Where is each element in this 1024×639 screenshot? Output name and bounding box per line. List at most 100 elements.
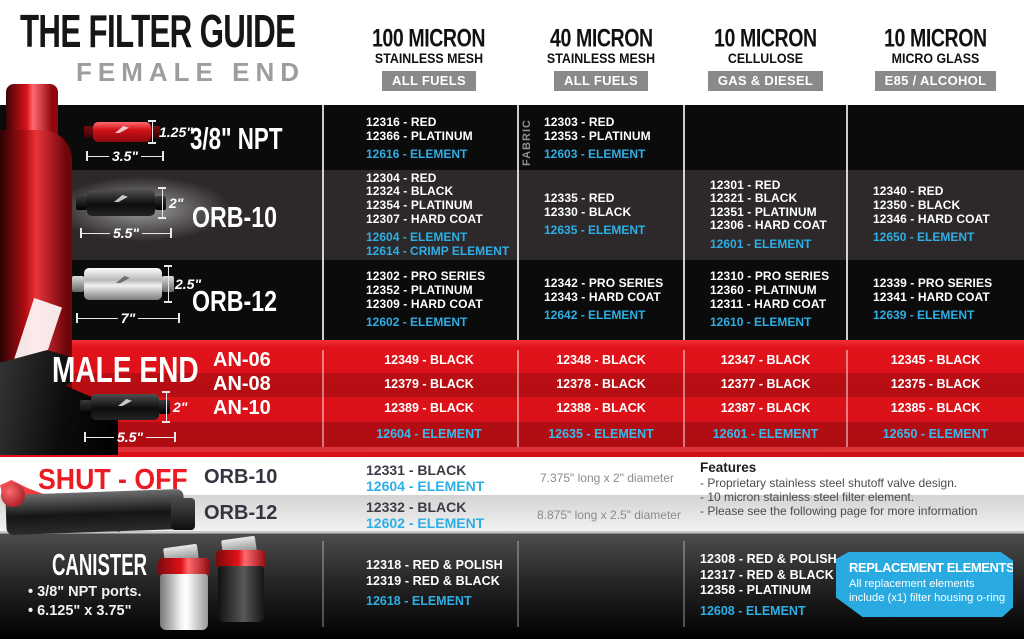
part-numbers: 12308 - RED & POLISH 12317 - RED & BLACK 1… (700, 552, 837, 597)
male-end-title: MALE END (52, 349, 199, 390)
element-number: 12604 - ELEMENT (376, 427, 482, 441)
orb12-height-dimension: 2.5" (164, 265, 201, 303)
cell-orb12-40micron: 12342 - PRO SERIES 12343 - HARD COAT 1264… (518, 263, 684, 337)
cell-orb10-40micron: 12335 - RED 12330 - BLACK 12635 - ELEMENT (518, 172, 684, 258)
part-numbers: 12316 - RED 12366 - PLATINUM (366, 115, 473, 143)
column-divider (517, 105, 519, 340)
row-label-an08: AN-08 (213, 373, 271, 395)
element-numbers: 12639 - ELEMENT (873, 308, 975, 323)
part-numbers: 12302 - PRO SERIES 12352 - PLATINUM 12309 … (366, 269, 486, 311)
part-numbers: 12339 - PRO SERIES 12341 - HARD COAT (873, 276, 993, 304)
column-divider (517, 541, 519, 627)
cell-orb12-100micron: 12302 - PRO SERIES 12352 - PLATINUM 12309 … (340, 263, 518, 337)
column-subtitle: MICRO GLASS (891, 51, 980, 66)
element-number: 12650 - ELEMENT (882, 427, 989, 441)
fuel-type-badge: E85 / ALCOHOL (874, 71, 997, 91)
part-number: 12389 - BLACK (384, 401, 474, 415)
part-number: 12345 - BLACK (890, 353, 981, 367)
features-heading: Features (700, 460, 757, 475)
cell-npt-40micron: 12303 - RED 12353 - PLATINUM 12603 - ELEM… (518, 111, 684, 167)
part-number: 12348 - BLACK (556, 353, 646, 367)
male-end-section: MALE END AN-06 AN-08 AN-10 2" 5.5" 12349… (0, 340, 1024, 452)
column-subtitle: STAINLESS MESH (374, 51, 484, 66)
part-number: 12331 - BLACK (366, 462, 467, 478)
shutoff-valve-product-photo (0, 478, 195, 536)
canister-title: CANISTER (52, 547, 148, 582)
column-header-10-micron-cellulose: 10 MICRON CELLULOSE GAS & DIESEL (684, 24, 847, 91)
cell-orb10-10micron-cellulose: 12301 - RED 12321 - BLACK 12351 - PLATINUM… (684, 172, 847, 258)
male-height-dimension: 2" (162, 391, 187, 423)
element-numbers: 12650 - ELEMENT (873, 230, 975, 245)
orb12-dimensions: 8.875" long x 2.5" diameter (537, 508, 681, 522)
an06-part-row: 12349 - BLACK 12348 - BLACK 12347 - BLAC… (340, 353, 1024, 367)
cell-orb12-10micron-glass: 12339 - PRO SERIES 12341 - HARD COAT 1263… (847, 263, 1024, 337)
an08-part-row: 12379 - BLACK 12378 - BLACK 12377 - BLAC… (340, 377, 1024, 391)
bottom-highlight-band (0, 447, 1024, 452)
cell-orb10-100micron: 12304 - RED 12324 - BLACK 12354 - PLATINUM… (340, 170, 518, 258)
part-number: 12387 - BLACK (720, 401, 811, 415)
part-numbers: 12304 - RED 12324 - BLACK 12354 - PLATINUM… (366, 170, 483, 226)
fuel-type-badge: ALL FUELS (382, 71, 476, 91)
male-filter-illustration (80, 394, 170, 420)
cell-canister-100micron: 12318 - RED & POLISH 12319 - RED & BLACK … (366, 558, 503, 610)
part-number: 12388 - BLACK (556, 401, 646, 415)
column-divider (322, 350, 324, 447)
column-divider (683, 541, 685, 627)
row-label-an06: AN-06 (213, 349, 271, 371)
callout-title: REPLACEMENT ELEMENTS (849, 560, 1015, 575)
element-numbers: 12601 - ELEMENT (710, 236, 812, 251)
section-bottom-line (0, 531, 1024, 533)
row-label-shutoff-orb12: ORB-12 (204, 502, 278, 524)
orb10-dimensions: 7.375" long x 2" diameter (540, 471, 674, 485)
cell-orb12-10micron-cellulose: 12310 - PRO SERIES 12360 - PLATINUM 12311 … (684, 263, 847, 337)
element-part-row: 12604 - ELEMENT 12635 - ELEMENT 12601 - … (340, 427, 1024, 441)
female-end-section: 3/8" NPT ORB-10 ORB-12 1.25" 3.5" 2" 5.5… (0, 105, 1024, 340)
features-block: Features - Proprietary stainless steel s… (700, 459, 977, 519)
female-end-subtitle: FEMALE END (76, 57, 305, 87)
canister-black-product-photo (216, 535, 266, 622)
column-divider (517, 350, 519, 447)
npt-height-dimension: 1.25" (148, 120, 193, 144)
an08-row-band (0, 373, 1024, 397)
column-title: 10 MICRON (714, 24, 817, 53)
column-title: 100 MICRON (372, 24, 486, 53)
part-numbers: 12310 - PRO SERIES 12360 - PLATINUM 12311 … (710, 269, 830, 311)
column-divider (846, 105, 848, 340)
red-divider-bar (0, 452, 1024, 457)
row-label-an10: AN-10 (213, 397, 271, 419)
part-number: 12332 - BLACK (366, 499, 467, 515)
column-divider (322, 541, 324, 627)
element-number: 12602 - ELEMENT (366, 515, 485, 531)
row-label-orb10: ORB-10 (192, 202, 278, 234)
features-list: - Proprietary stainless steel shutoff va… (700, 476, 978, 519)
column-divider (683, 105, 685, 340)
part-number: 12378 - BLACK (556, 377, 646, 391)
part-numbers: 12335 - RED 12330 - BLACK (544, 191, 632, 219)
cell-shutoff-orb12: 12332 - BLACK 12602 - ELEMENT (366, 499, 484, 531)
column-title: 10 MICRON (884, 24, 987, 53)
cell-shutoff-orb10: 12331 - BLACK 12604 - ELEMENT (366, 462, 484, 494)
orb10-length-dimension: 5.5" (80, 225, 173, 241)
element-number: 12601 - ELEMENT (712, 427, 819, 441)
fuel-type-badge: ALL FUELS (554, 71, 648, 91)
part-number: 12375 - BLACK (890, 377, 981, 391)
cell-orb10-10micron-glass: 12340 - RED 12350 - BLACK 12346 - HARD COA… (847, 172, 1024, 258)
column-divider (683, 350, 685, 447)
element-numbers: 12618 - ELEMENT (366, 594, 472, 608)
column-divider (846, 350, 848, 447)
part-number: 12349 - BLACK (384, 353, 474, 367)
element-numbers: 12604 - ELEMENT 12614 - CRIMP ELEMENT (366, 230, 510, 258)
element-numbers: 12603 - ELEMENT (544, 147, 646, 162)
element-numbers: 12610 - ELEMENT (710, 315, 812, 330)
row-label-npt: 3/8" NPT (190, 121, 283, 156)
page-title: THE FILTER GUIDE (20, 5, 296, 57)
part-numbers: 12318 - RED & POLISH 12319 - RED & BLACK (366, 558, 503, 588)
orb10-filter-illustration (76, 190, 166, 216)
element-numbers: 12602 - ELEMENT (366, 315, 468, 330)
canister-silver-product-photo (158, 543, 210, 632)
orb10-height-dimension: 2" (158, 187, 183, 219)
part-numbers: 12342 - PRO SERIES 12343 - HARD COAT (544, 276, 664, 304)
part-number: 12377 - BLACK (720, 377, 811, 391)
fuel-type-badge: GAS & DIESEL (707, 71, 824, 91)
